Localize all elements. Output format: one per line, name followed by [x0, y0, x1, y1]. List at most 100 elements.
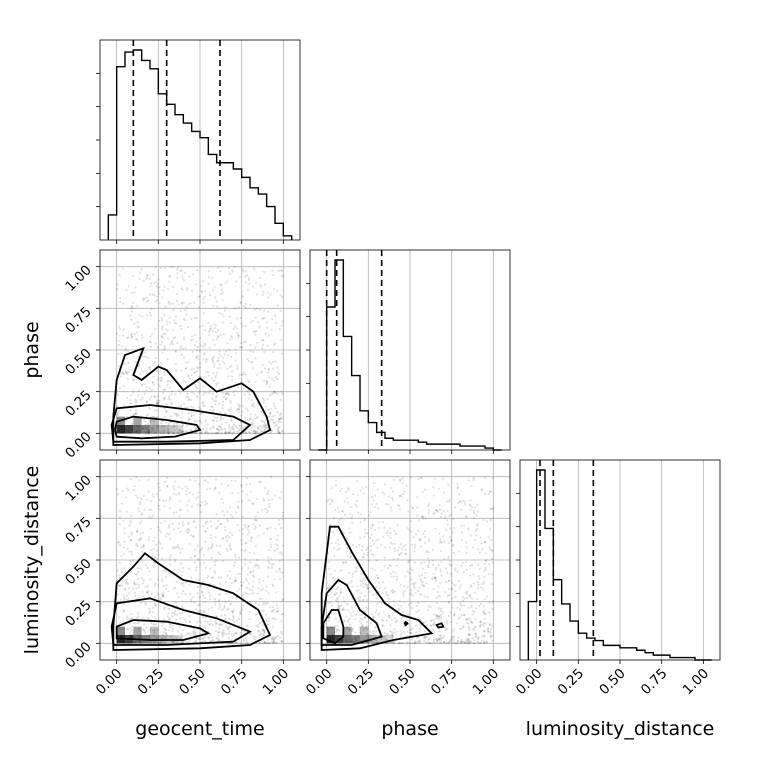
scatter-point — [188, 417, 191, 421]
scatter-point — [132, 621, 136, 625]
scatter-point — [162, 627, 166, 630]
scatter-point — [245, 483, 248, 486]
scatter-point — [194, 479, 197, 482]
scatter-point — [234, 641, 237, 644]
scatter-point — [215, 371, 219, 374]
scatter-point — [439, 634, 442, 637]
scatter-point — [491, 607, 494, 611]
scatter-point — [230, 632, 233, 635]
scatter-point — [330, 542, 333, 545]
scatter-point — [168, 321, 171, 324]
scatter-point — [143, 630, 146, 633]
scatter-point — [155, 425, 158, 428]
scatter-point — [440, 512, 443, 515]
scatter-point — [142, 494, 145, 497]
scatter-point — [456, 570, 459, 573]
scatter-point — [160, 317, 163, 320]
scatter-point — [173, 560, 177, 563]
scatter-point — [343, 619, 347, 623]
scatter-point — [338, 605, 341, 608]
scatter-point — [347, 501, 350, 504]
scatter-point — [140, 513, 143, 516]
scatter-point — [184, 620, 187, 624]
scatter-point — [227, 375, 230, 378]
scatter-point — [408, 528, 411, 531]
scatter-point — [337, 632, 340, 636]
scatter-point — [424, 571, 427, 575]
scatter-point — [280, 416, 283, 419]
scatter-point — [281, 640, 284, 643]
scatter-point — [145, 415, 148, 418]
scatter-point — [194, 356, 198, 359]
scatter-point — [444, 627, 447, 631]
scatter-point — [160, 361, 163, 365]
scatter-point — [176, 276, 179, 279]
scatter-point — [243, 550, 246, 553]
scatter-point — [468, 639, 471, 642]
scatter-point — [164, 332, 167, 336]
scatter-point — [241, 404, 244, 408]
scatter-point — [172, 328, 175, 332]
scatter-point — [174, 609, 177, 613]
scatter-point — [388, 616, 391, 619]
scatter-point — [197, 604, 200, 607]
scatter-point — [165, 605, 168, 608]
scatter-point — [447, 557, 450, 560]
scatter-point — [181, 547, 184, 550]
density-cell — [343, 635, 352, 644]
scatter-point — [126, 377, 129, 380]
scatter-point — [257, 534, 260, 537]
scatter-point — [229, 431, 232, 434]
scatter-point — [152, 561, 155, 564]
scatter-point — [279, 571, 282, 574]
scatter-point — [282, 613, 285, 616]
scatter-point — [465, 541, 468, 544]
scatter-point — [135, 587, 138, 590]
scatter-point — [198, 349, 202, 352]
scatter-point — [140, 550, 143, 553]
scatter-point — [278, 328, 281, 331]
scatter-point — [456, 606, 459, 609]
scatter-point — [174, 350, 178, 353]
scatter-point — [280, 640, 284, 643]
scatter-point — [267, 560, 270, 563]
scatter-point — [240, 567, 244, 570]
scatter-point — [225, 432, 228, 435]
scatter-point — [233, 553, 237, 556]
scatter-point — [153, 631, 156, 634]
scatter-point — [433, 641, 436, 644]
scatter-point — [350, 579, 353, 583]
scatter-point — [122, 603, 126, 606]
scatter-point — [350, 531, 353, 534]
scatter-point — [232, 431, 235, 434]
scatter-point — [191, 350, 194, 353]
scatter-point — [199, 412, 202, 415]
y-tick-label: 0.50 — [62, 556, 95, 589]
scatter-point — [254, 432, 258, 435]
scatter-point — [345, 546, 348, 550]
scatter-point — [188, 620, 191, 623]
scatter-point — [147, 366, 150, 369]
scatter-point — [216, 359, 219, 363]
scatter-point — [159, 379, 162, 382]
scatter-point — [433, 632, 436, 635]
scatter-point — [244, 578, 247, 581]
scatter-point — [179, 346, 182, 349]
scatter-point — [178, 568, 181, 571]
scatter-point — [267, 334, 270, 337]
scatter-point — [427, 550, 430, 553]
scatter-point — [257, 564, 260, 567]
scatter-point — [200, 547, 203, 550]
scatter-point — [211, 636, 214, 639]
scatter-point — [200, 290, 203, 293]
scatter-point — [157, 290, 160, 293]
scatter-point — [145, 389, 148, 392]
scatter-point — [460, 524, 463, 527]
scatter-point — [392, 499, 395, 502]
scatter-point — [460, 638, 463, 641]
scatter-point — [168, 395, 171, 398]
scatter-point — [252, 580, 255, 583]
scatter-point — [161, 325, 164, 328]
scatter-point — [488, 546, 491, 549]
scatter-point — [180, 287, 184, 290]
